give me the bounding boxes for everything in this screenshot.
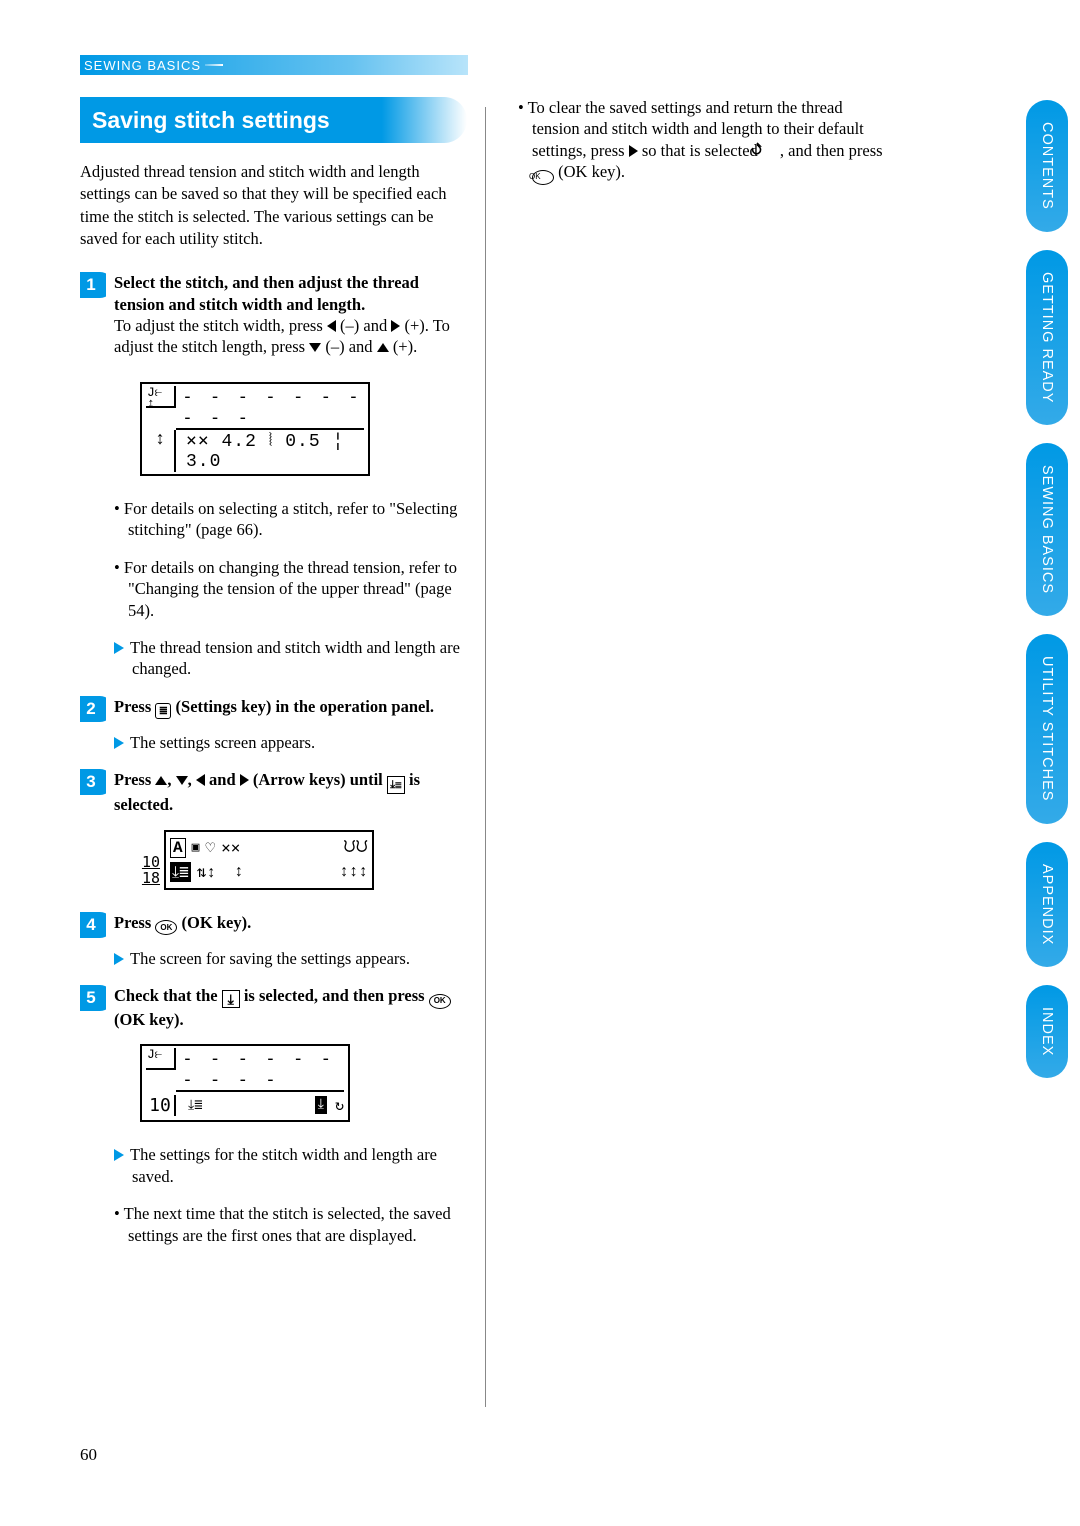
page-number: 60 bbox=[80, 1445, 97, 1465]
clear-text-d: (OK key). bbox=[554, 162, 625, 181]
step-1-text-d: (–) and bbox=[321, 337, 376, 356]
left-arrow-icon bbox=[327, 320, 336, 332]
step-5-title: Check that the ⤓ is selected, and then p… bbox=[114, 985, 467, 1030]
step-badge-3: 3 bbox=[80, 769, 106, 795]
step-2-result-text: The settings screen appears. bbox=[130, 733, 315, 752]
ok-key-icon: OK bbox=[532, 170, 554, 185]
result-arrow-icon bbox=[114, 737, 124, 749]
step-5: 5 Check that the ⤓ is selected, and then… bbox=[80, 985, 467, 1030]
lcd-2-side: 1018 bbox=[140, 830, 164, 890]
step-2-text-a: Press bbox=[114, 697, 155, 716]
clear-text-b: so that is selected bbox=[638, 141, 762, 160]
save-down-icon: ⤓ bbox=[222, 990, 240, 1008]
step-badge-5: 5 bbox=[80, 985, 106, 1011]
lcd-3-side: 10 bbox=[146, 1095, 176, 1116]
step-5-text-a: Check that the bbox=[114, 986, 222, 1005]
left-arrow-icon bbox=[196, 774, 205, 786]
reset-icon bbox=[762, 141, 780, 159]
tab-index[interactable]: INDEX bbox=[1026, 985, 1068, 1078]
step-1-bullet-1: For details on selecting a stitch, refer… bbox=[114, 498, 467, 541]
step-3-until: (Arrow keys) until bbox=[249, 770, 387, 789]
settings-key-icon: ≣ bbox=[155, 703, 171, 719]
ok-key-icon: OK bbox=[155, 920, 177, 935]
lcd-display-1: J⥼↕ - - - - - - - - - - ↕ ⨯⨯ 4.2 ⦚ 0.5 ¦… bbox=[140, 382, 370, 476]
step-2-text-b: (Settings key) in the operation panel. bbox=[171, 697, 434, 716]
right-arrow-icon bbox=[391, 320, 400, 332]
step-1-text-e: (+). bbox=[389, 337, 418, 356]
section-header-text: SEWING BASICS bbox=[84, 58, 201, 73]
svg-text:1: 1 bbox=[86, 275, 95, 294]
step-4-title: Press OK (OK key). bbox=[114, 912, 467, 936]
step-4-text-b: (OK key). bbox=[177, 913, 251, 932]
step-5-result: The settings for the stitch width and le… bbox=[114, 1144, 467, 1187]
step-1-body: To adjust the stitch width, press (–) an… bbox=[114, 315, 467, 358]
step-badge-4: 4 bbox=[80, 912, 106, 938]
step-2: 2 Press ≣ (Settings key) in the operatio… bbox=[80, 696, 467, 722]
step-3-title: Press , , and (Arrow keys) until ⤓≣ is s… bbox=[114, 769, 467, 815]
step-4-result-text: The screen for saving the settings appea… bbox=[130, 949, 410, 968]
step-4-text-a: Press bbox=[114, 913, 155, 932]
page-title: Saving stitch settings bbox=[92, 107, 330, 134]
step-4: 4 Press OK (OK key). bbox=[80, 912, 467, 938]
down-arrow-icon bbox=[309, 343, 321, 352]
step-3-comma-1: , bbox=[167, 770, 175, 789]
clear-text-c: , and then press bbox=[780, 141, 883, 160]
intro-paragraph: Adjusted thread tension and stitch width… bbox=[80, 161, 467, 250]
step-1-bullet-2: For details on changing the thread tensi… bbox=[114, 557, 467, 621]
result-arrow-icon bbox=[114, 642, 124, 654]
step-badge-2: 2 bbox=[80, 696, 106, 722]
svg-text:2: 2 bbox=[86, 699, 95, 718]
svg-text:5: 5 bbox=[86, 988, 95, 1007]
step-4-result: The screen for saving the settings appea… bbox=[114, 948, 467, 969]
step-5-bullet: The next time that the stitch is selecte… bbox=[114, 1203, 467, 1246]
section-header: SEWING BASICS bbox=[80, 55, 468, 75]
side-tabs: CONTENTS GETTING READY SEWING BASICS UTI… bbox=[1026, 100, 1068, 1078]
left-column: Saving stitch settings Adjusted thread t… bbox=[80, 97, 485, 1407]
step-badge-1: 1 bbox=[80, 272, 106, 298]
tab-getting-ready[interactable]: GETTING READY bbox=[1026, 250, 1068, 425]
lcd-1-values: ⨯⨯ 4.2 ⦚ 0.5 ¦ 3.0 bbox=[176, 430, 364, 472]
ok-key-icon: OK bbox=[429, 994, 451, 1009]
lcd-display-2: A ▣♡⨯⨯ ᙀᙀ ⤓≣ ⇅↕ ↕ ↕↕↕ bbox=[164, 830, 374, 890]
lcd-display-3: J⥼ - - - - - - - - - - 10 ⤓≣ ⤓ ↻ bbox=[140, 1044, 350, 1122]
result-arrow-icon bbox=[114, 1149, 124, 1161]
step-1-text-a: To adjust the stitch width, press bbox=[114, 316, 327, 335]
page-title-box: Saving stitch settings bbox=[80, 97, 467, 143]
step-1-title: Select the stitch, and then adjust the t… bbox=[114, 272, 467, 315]
right-arrow-icon bbox=[629, 145, 638, 157]
tab-sewing-basics[interactable]: SEWING BASICS bbox=[1026, 443, 1068, 616]
tab-contents[interactable]: CONTENTS bbox=[1026, 100, 1068, 232]
step-3-and: and bbox=[205, 770, 240, 789]
step-1: 1 Select the stitch, and then adjust the… bbox=[80, 272, 467, 358]
step-5-result-text: The settings for the stitch width and le… bbox=[130, 1145, 437, 1185]
step-2-result: The settings screen appears. bbox=[114, 732, 467, 753]
clear-note: To clear the saved settings and return t… bbox=[518, 97, 891, 185]
step-2-title: Press ≣ (Settings key) in the operation … bbox=[114, 696, 467, 719]
step-3-comma-2: , bbox=[188, 770, 196, 789]
step-3-text-a: Press bbox=[114, 770, 155, 789]
right-column: To clear the saved settings and return t… bbox=[486, 97, 891, 1407]
step-1-text-b: (–) and bbox=[336, 316, 391, 335]
right-arrow-icon bbox=[240, 774, 249, 786]
up-arrow-icon bbox=[155, 776, 167, 785]
step-3: 3 Press , , and (Arrow keys) until ⤓≣ is… bbox=[80, 769, 467, 815]
result-arrow-icon bbox=[114, 953, 124, 965]
tab-utility-stitches[interactable]: UTILITY STITCHES bbox=[1026, 634, 1068, 823]
up-arrow-icon bbox=[377, 343, 389, 352]
header-dash-icon bbox=[205, 64, 223, 66]
step-1-result: The thread tension and stitch width and … bbox=[114, 637, 467, 680]
step-5-text-b: is selected, and then press bbox=[240, 986, 429, 1005]
step-5-text-c: (OK key). bbox=[114, 1010, 184, 1029]
save-settings-icon: ⤓≣ bbox=[387, 776, 405, 794]
step-1-result-text: The thread tension and stitch width and … bbox=[130, 638, 460, 678]
svg-text:3: 3 bbox=[86, 772, 95, 791]
down-arrow-icon bbox=[176, 776, 188, 785]
tab-appendix[interactable]: APPENDIX bbox=[1026, 842, 1068, 967]
svg-text:4: 4 bbox=[86, 915, 96, 934]
